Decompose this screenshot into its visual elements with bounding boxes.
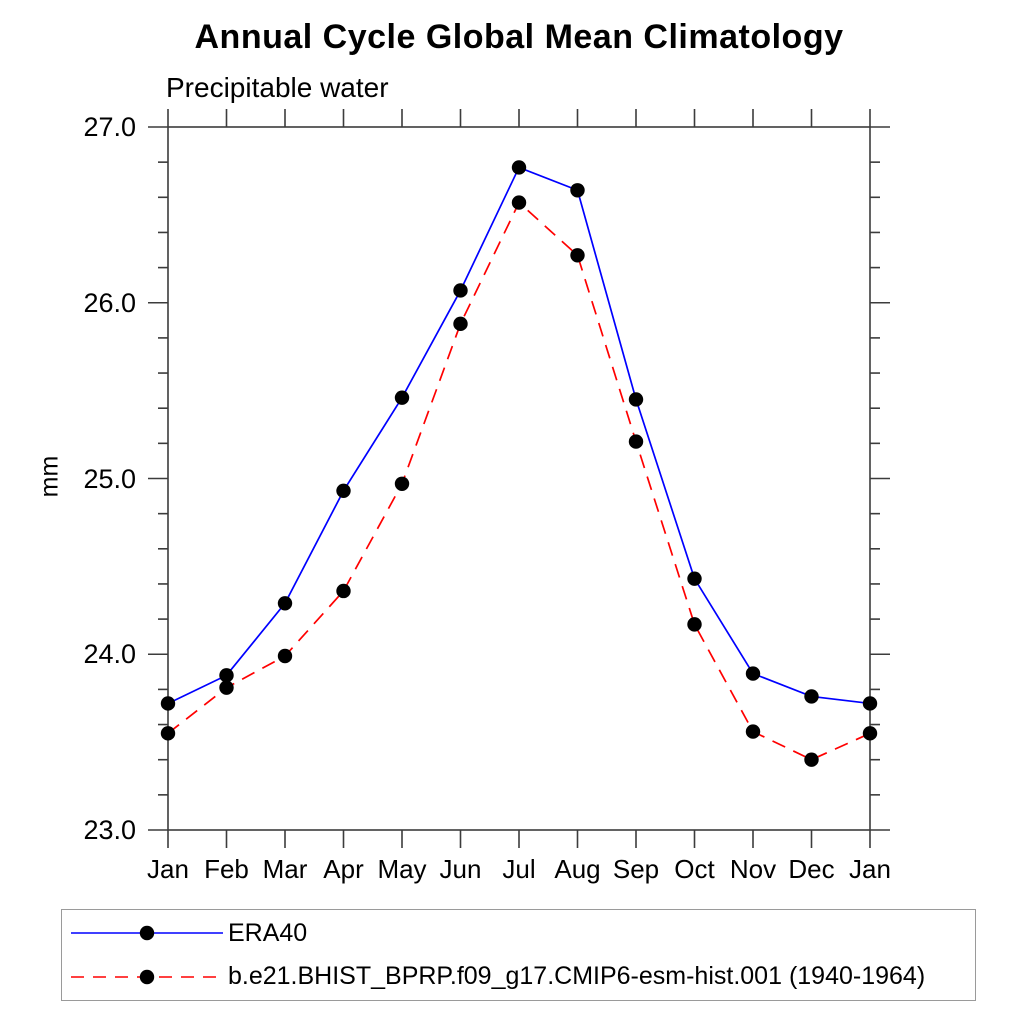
x-tick-label: Aug	[554, 854, 601, 884]
x-tick-label: Jun	[439, 854, 482, 884]
model-line-key-icon	[71, 969, 223, 984]
y-tick-label: 24.0	[83, 639, 136, 670]
y-tick-label: 26.0	[83, 287, 136, 318]
x-tick-label: Jan	[147, 854, 189, 884]
chart-subtitle: Precipitable water	[166, 72, 389, 103]
x-tick-label: Apr	[323, 854, 364, 884]
x-tick-label: Dec	[788, 854, 835, 884]
x-tick-label: Nov	[729, 854, 777, 884]
series-markers-era40	[160, 160, 878, 711]
x-tick-label: Oct	[674, 854, 715, 884]
legend-item-era40: ERA40	[62, 913, 975, 953]
plot-box	[167, 126, 871, 831]
x-tick-label: May	[377, 854, 427, 884]
y-tick-label: 23.0	[83, 815, 136, 845]
x-tick-label: Mar	[262, 854, 308, 884]
series-markers-model	[160, 195, 878, 767]
legend: ERA40 b.e21.BHIST_BPRP.f09_g17.CMIP6-esm…	[61, 909, 976, 1001]
series-line-model	[167, 201, 871, 761]
y-tick-label: 25.0	[83, 463, 136, 494]
x-tick-label: Feb	[204, 854, 249, 884]
x-tick-label: Jul	[502, 854, 536, 884]
x-tick-label: Jan	[849, 854, 891, 884]
legend-item-model: b.e21.BHIST_BPRP.f09_g17.CMIP6-esm-hist.…	[62, 957, 975, 997]
x-tick-label: Sep	[612, 854, 660, 884]
legend-label-model: b.e21.BHIST_BPRP.f09_g17.CMIP6-esm-hist.…	[228, 962, 926, 991]
y-axis-ticks	[148, 126, 890, 831]
era40-line-key-icon	[71, 926, 223, 941]
chart-title: Annual Cycle Global Mean Climatology	[194, 18, 844, 56]
x-axis-ticks	[167, 109, 871, 848]
series-line-era40	[167, 166, 871, 705]
legend-label-era40: ERA40	[228, 918, 308, 947]
y-tick-label: 27.0	[83, 112, 136, 142]
